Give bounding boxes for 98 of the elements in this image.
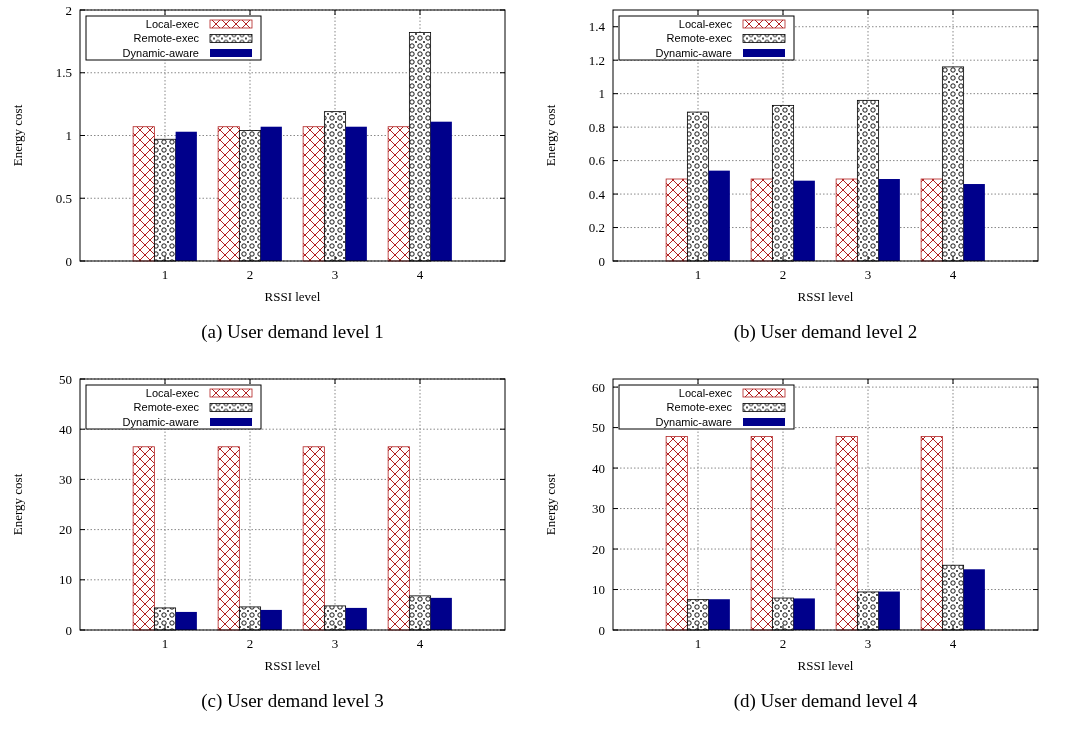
- x-tick-label: 1: [694, 267, 702, 282]
- x-tick-label: 1: [161, 267, 169, 282]
- y-tick-label: 40: [592, 460, 605, 476]
- y-tick-label: 1: [65, 128, 72, 144]
- legend-label: Local-exec: [678, 17, 733, 30]
- bar: [835, 178, 858, 262]
- y-axis-title: Energy cost: [543, 473, 558, 536]
- bar: [260, 609, 282, 630]
- legend-label: Remote-exec: [133, 401, 200, 414]
- x-axis-title: RSSI level: [797, 658, 854, 673]
- bar: [920, 178, 943, 262]
- bar: [665, 178, 688, 262]
- x-tick-label: 2: [779, 267, 787, 282]
- x-tick-label: 1: [161, 636, 169, 651]
- bar: [132, 446, 155, 631]
- y-axis-title: Energy cost: [10, 104, 25, 167]
- y-tick-label: 10: [59, 572, 72, 588]
- text: (a) User demand level 1: [201, 321, 384, 343]
- bar: [920, 436, 943, 631]
- y-tick-label: 20: [59, 522, 72, 538]
- y-tick-label: 0.4: [588, 186, 606, 202]
- bar: [260, 126, 282, 261]
- bar: [175, 131, 197, 261]
- y-tick-label: 60: [592, 379, 605, 395]
- y-tick-label: 1.4: [588, 19, 606, 35]
- bar: [217, 126, 240, 262]
- bar: [878, 179, 900, 261]
- y-tick-label: 50: [592, 420, 605, 436]
- bar: [175, 611, 197, 630]
- legend-label: Dynamic-aware: [122, 46, 199, 59]
- x-tick-label: 2: [246, 636, 254, 651]
- legend-label: Remote-exec: [666, 401, 733, 414]
- bar: [835, 436, 858, 631]
- x-tick-label: 4: [949, 267, 957, 282]
- y-tick-label: 0: [598, 253, 605, 269]
- legend-label: Local-exec: [145, 17, 200, 30]
- x-tick-label: 2: [779, 636, 787, 651]
- y-tick-label: 10: [592, 582, 605, 598]
- x-tick-label: 4: [416, 267, 424, 282]
- bar: [665, 436, 688, 631]
- bar: [750, 178, 773, 262]
- bar: [345, 607, 367, 630]
- x-axis-title: RSSI level: [797, 289, 854, 304]
- bar: [708, 599, 730, 630]
- bar: [430, 597, 452, 630]
- bar: [302, 446, 325, 631]
- y-tick-label: 0.5: [55, 190, 72, 206]
- y-tick-label: 50: [59, 371, 72, 387]
- bar: [345, 126, 367, 261]
- y-tick-label: 1: [598, 86, 605, 102]
- text: (b) User demand level 2: [733, 321, 918, 343]
- bar: [430, 121, 452, 261]
- y-tick-label: 1.5: [55, 65, 72, 81]
- x-axis-title: RSSI level: [264, 289, 321, 304]
- bar: [793, 180, 815, 261]
- bar: [878, 591, 900, 630]
- bar: [963, 184, 985, 261]
- y-tick-label: 0.6: [588, 153, 606, 169]
- bar: [750, 436, 773, 631]
- legend-label: Dynamic-aware: [122, 415, 199, 428]
- legend-label: Local-exec: [145, 386, 200, 399]
- y-tick-label: 0: [65, 622, 72, 638]
- y-tick-label: 2: [65, 2, 72, 18]
- bar: [793, 598, 815, 630]
- text: (c) User demand level 3: [201, 690, 384, 712]
- bar: [708, 170, 730, 261]
- legend-label: Dynamic-aware: [655, 46, 732, 59]
- y-tick-label: 0: [598, 622, 605, 638]
- y-tick-label: 30: [59, 471, 72, 487]
- x-tick-label: 2: [246, 267, 254, 282]
- x-tick-label: 4: [949, 636, 957, 651]
- legend-label: Dynamic-aware: [655, 415, 732, 428]
- legend-label: Local-exec: [678, 386, 733, 399]
- bar: [217, 446, 240, 631]
- bar: [302, 126, 325, 262]
- bar: [387, 446, 410, 631]
- y-tick-label: 0.8: [588, 119, 605, 135]
- x-axis-title: RSSI level: [264, 658, 321, 673]
- y-tick-label: 1.2: [588, 52, 605, 68]
- legend-label: Remote-exec: [666, 32, 733, 45]
- legend-label: Remote-exec: [133, 32, 200, 45]
- text: (d) User demand level 4: [733, 690, 918, 712]
- y-axis-title: Energy cost: [10, 473, 25, 536]
- bar: [132, 126, 155, 262]
- x-tick-label: 1: [694, 636, 702, 651]
- x-tick-label: 3: [864, 636, 872, 651]
- y-tick-label: 0: [65, 253, 72, 269]
- x-tick-label: 3: [864, 267, 872, 282]
- y-axis-title: Energy cost: [543, 104, 558, 167]
- bar: [963, 569, 985, 630]
- y-tick-label: 0.2: [588, 220, 605, 236]
- x-tick-label: 3: [331, 267, 339, 282]
- y-tick-label: 40: [59, 421, 72, 437]
- y-tick-label: 30: [592, 501, 605, 517]
- x-tick-label: 4: [416, 636, 424, 651]
- x-tick-label: 3: [331, 636, 339, 651]
- y-tick-label: 20: [592, 541, 605, 557]
- bar: [387, 126, 410, 262]
